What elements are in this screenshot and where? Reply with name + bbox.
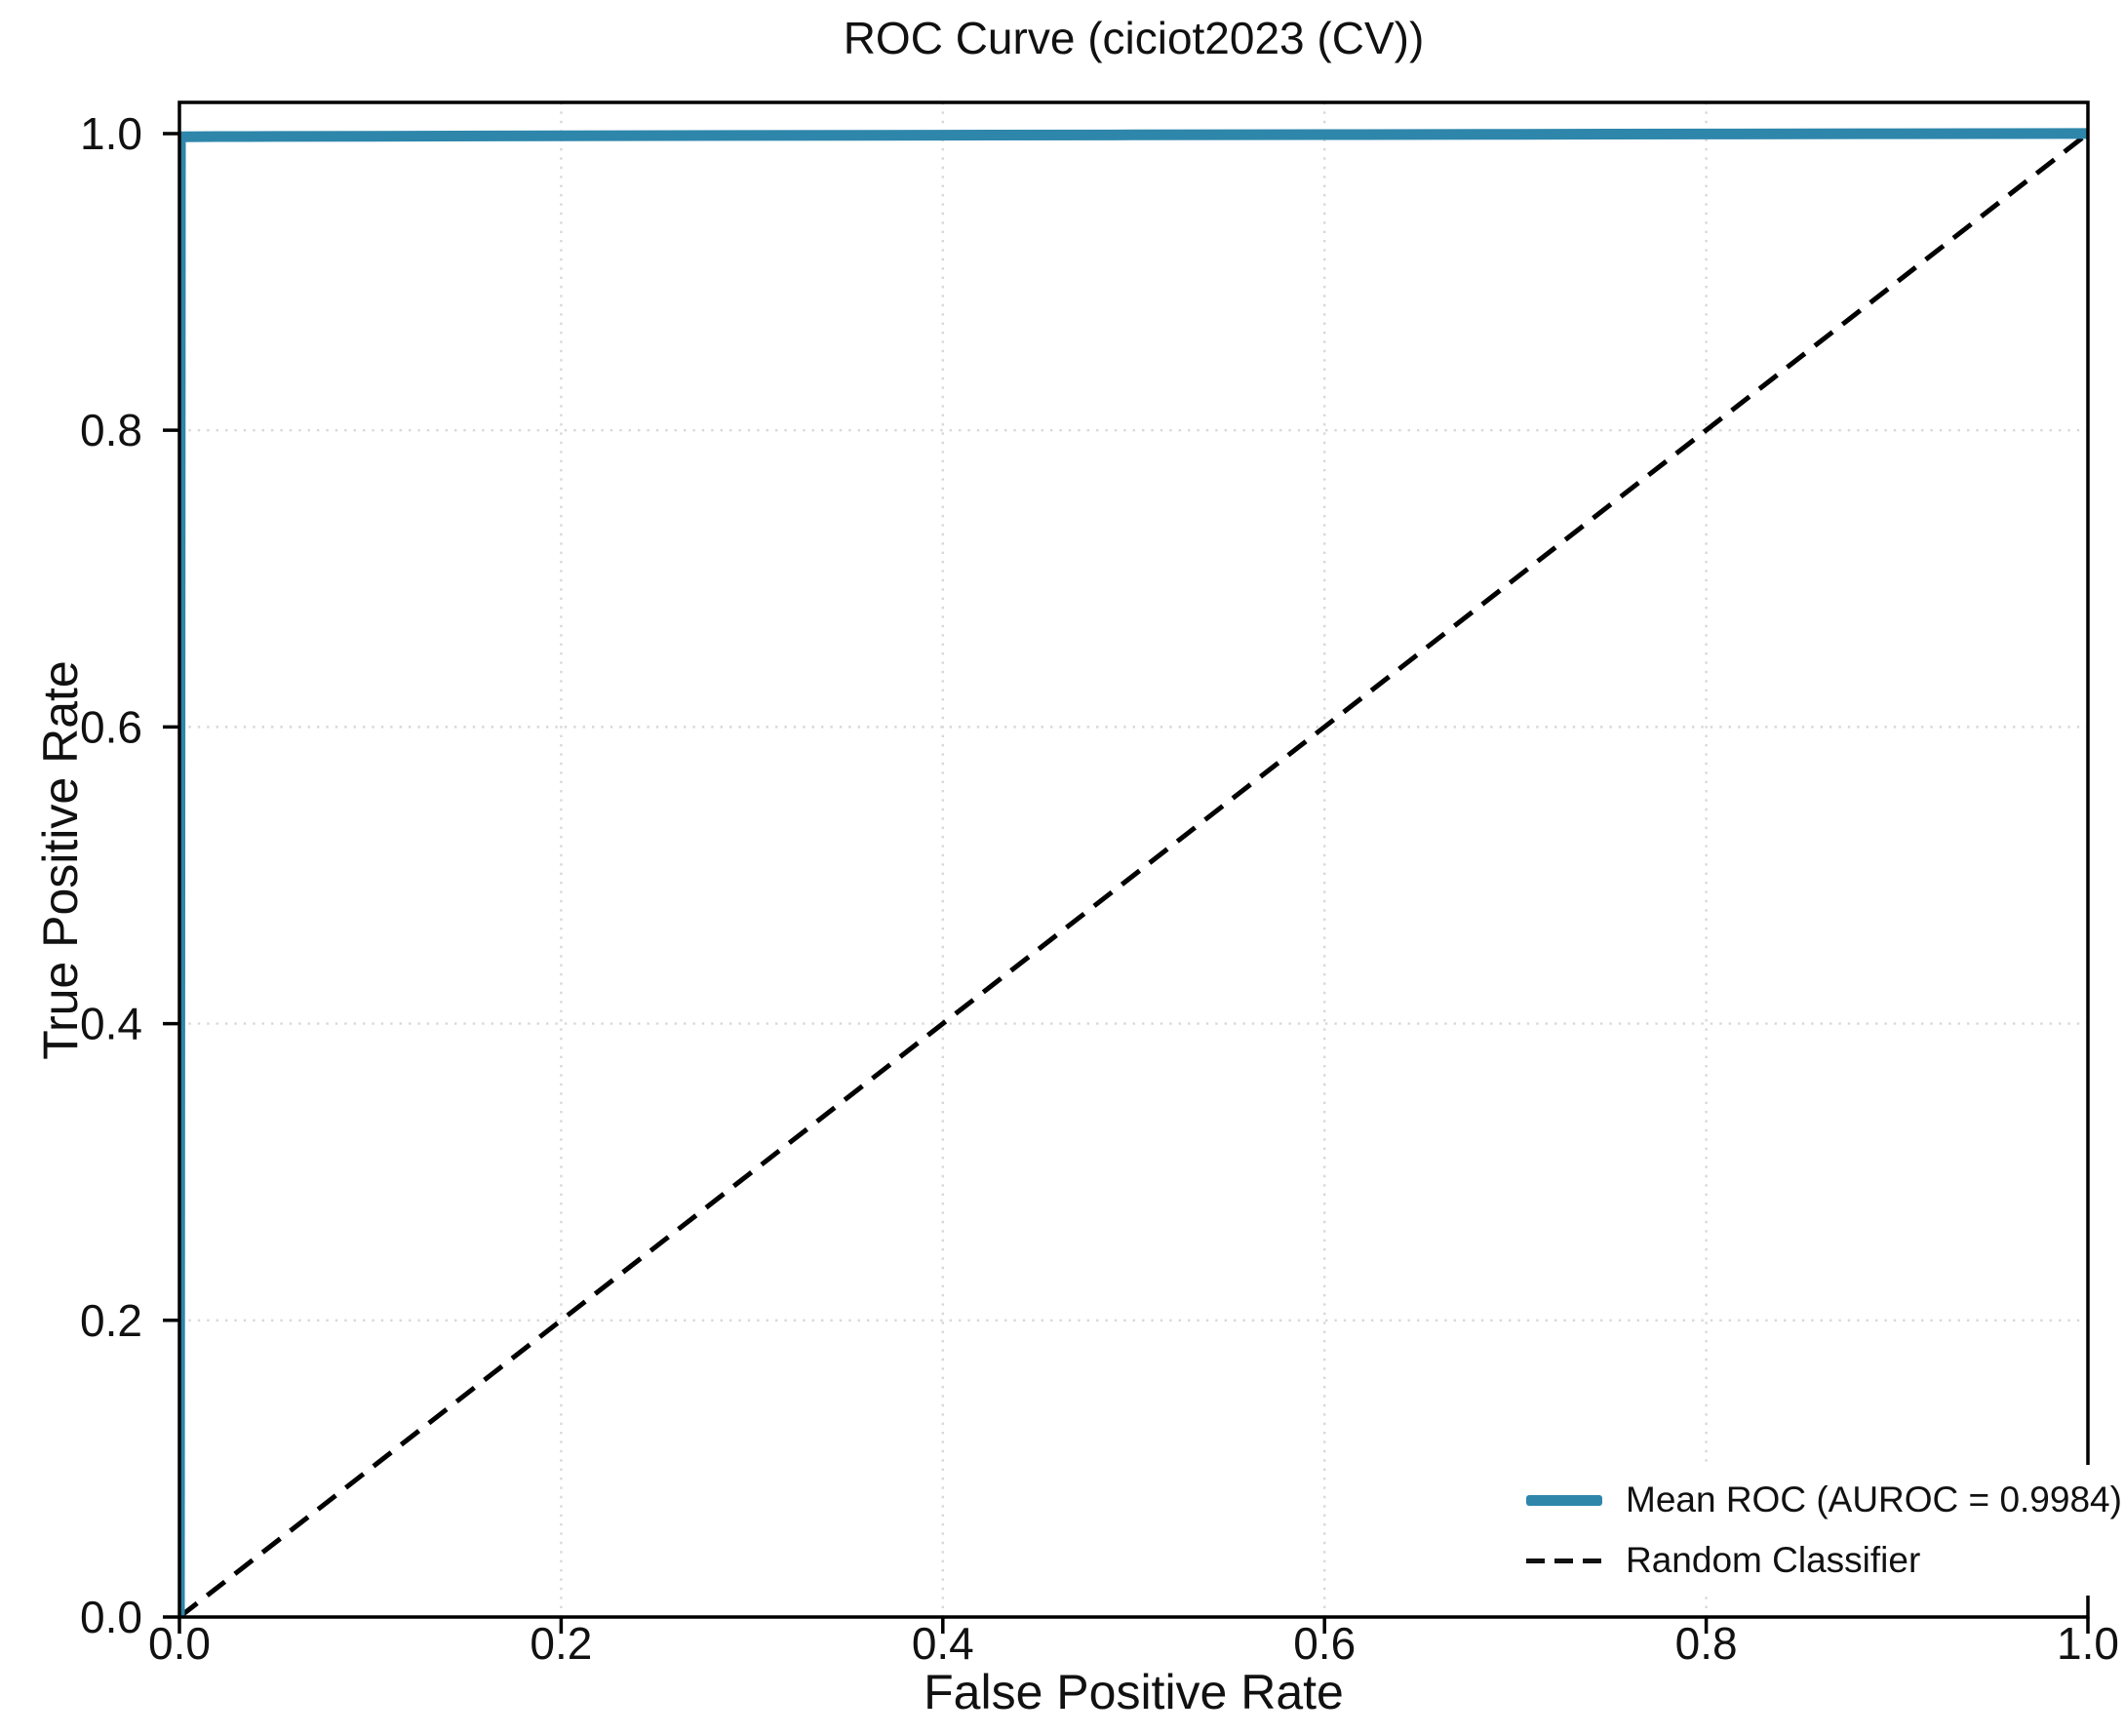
- series-lines: [179, 128, 2088, 1617]
- axes-spines: [177, 100, 2090, 1619]
- x-axis-label: False Positive Rate: [924, 1665, 1344, 1719]
- y-tick-label: 0.2: [80, 1295, 142, 1346]
- legend-label-mean-roc: Mean ROC (AUROC = 0.9984): [1626, 1480, 2122, 1519]
- legend-item-random-classifier: Random Classifier: [1526, 1539, 2111, 1582]
- x-tick-label: 0.8: [1675, 1618, 1738, 1669]
- y-tick-label: 0.6: [80, 701, 142, 752]
- y-tick-label: 0.8: [80, 405, 142, 455]
- x-tick-label: 0.0: [148, 1618, 211, 1669]
- legend: Mean ROC (AUROC = 0.9984) Random Classif…: [1507, 1465, 2122, 1596]
- x-tick-label: 0.2: [530, 1618, 592, 1669]
- x-tick-label: 0.4: [912, 1618, 974, 1669]
- gridlines: [177, 102, 2090, 1619]
- chart-title: ROC Curve (ciciot2023 (CV)): [843, 13, 1425, 63]
- x-tick-label: 1.0: [2057, 1618, 2119, 1669]
- x-tick-label: 0.6: [1293, 1618, 1356, 1669]
- y-tick-label: 1.0: [80, 108, 142, 159]
- y-tick-label: 0.4: [80, 999, 142, 1049]
- legend-item-mean-roc: Mean ROC (AUROC = 0.9984): [1526, 1479, 2122, 1521]
- random-classifier-line-swatch: [1526, 1558, 1602, 1563]
- y-tick-label: 0.0: [80, 1592, 142, 1642]
- mean-roc-line-swatch: [1526, 1494, 1602, 1506]
- legend-label-random-classifier: Random Classifier: [1626, 1540, 1921, 1580]
- axis-ticks: 0.0 0.2 0.4 0.6 0.8 1.0 0.0 0.2 0.4 0.6 0.8 1.0: [80, 108, 2119, 1669]
